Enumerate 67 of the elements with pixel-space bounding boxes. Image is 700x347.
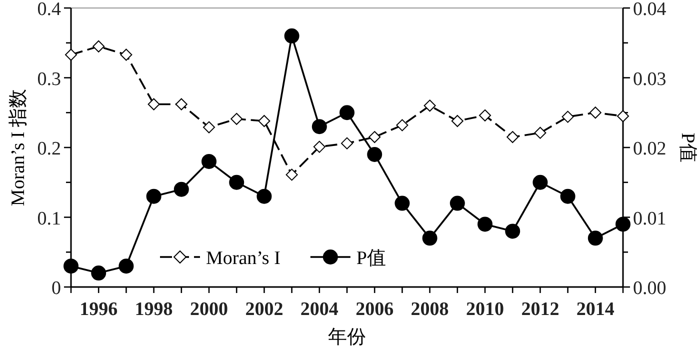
point <box>229 174 244 190</box>
y-tick-label: 0.3 <box>37 68 61 90</box>
x-axis-title: 年份 <box>328 327 366 347</box>
point <box>588 230 603 246</box>
point <box>534 126 546 139</box>
y-axis-title: Moran’s I 指数 <box>8 88 29 206</box>
point <box>284 28 300 44</box>
point <box>92 40 105 52</box>
x-tick-label: 2000 <box>190 299 228 320</box>
point <box>367 146 382 162</box>
x-tick-label: 2006 <box>356 299 394 320</box>
point <box>91 266 106 281</box>
x-tick-label: 2004 <box>300 299 339 320</box>
point <box>589 106 602 119</box>
x-tick-label: 1996 <box>80 299 118 320</box>
y-tick-label: 0.2 <box>37 138 61 160</box>
y-tick-label: 0.1 <box>37 208 61 230</box>
point <box>505 224 520 239</box>
y2-tick-label: 0.01 <box>633 208 666 230</box>
point <box>532 174 548 190</box>
y2-tick-label: 0.02 <box>633 138 666 160</box>
point <box>286 168 298 181</box>
x-tick-label: 2014 <box>576 299 615 320</box>
point <box>203 121 215 134</box>
point <box>64 258 78 274</box>
point <box>148 98 160 110</box>
point <box>617 110 629 122</box>
y2-axis-title: P值 <box>677 132 698 162</box>
x-tick-label: 2012 <box>521 299 560 320</box>
point <box>202 154 216 169</box>
point <box>313 140 326 153</box>
y2-tick-label: 0.04 <box>633 0 667 20</box>
y-tick-label: 0.4 <box>37 0 62 20</box>
y-tick-label: 0 <box>52 278 61 299</box>
point <box>562 110 574 123</box>
point <box>616 216 630 232</box>
point <box>451 114 464 127</box>
point <box>341 137 353 150</box>
point <box>424 100 436 112</box>
x-tick-label: 2008 <box>410 299 449 320</box>
point <box>118 258 134 274</box>
x-tick-label: 2010 <box>466 299 504 320</box>
point <box>340 105 354 120</box>
point <box>478 216 492 232</box>
point <box>479 109 491 122</box>
y2-tick-label: 0.00 <box>633 278 666 299</box>
point <box>175 98 188 110</box>
point <box>506 131 519 144</box>
point <box>312 119 327 134</box>
point <box>174 182 189 197</box>
point <box>394 196 410 211</box>
x-tick-label: 2002 <box>245 299 284 320</box>
point <box>230 112 243 125</box>
point <box>65 48 77 61</box>
point <box>560 188 576 204</box>
point <box>256 188 272 204</box>
x-tick-label: 1998 <box>134 299 173 320</box>
point <box>450 196 465 211</box>
y2-tick-label: 0.03 <box>633 68 666 90</box>
point <box>396 119 408 132</box>
point <box>120 48 132 61</box>
legend-label: Moran’s I <box>206 248 280 269</box>
legend-label: P值 <box>356 248 386 269</box>
point <box>258 114 270 127</box>
point <box>146 188 162 204</box>
point <box>368 131 381 144</box>
point <box>422 230 438 246</box>
